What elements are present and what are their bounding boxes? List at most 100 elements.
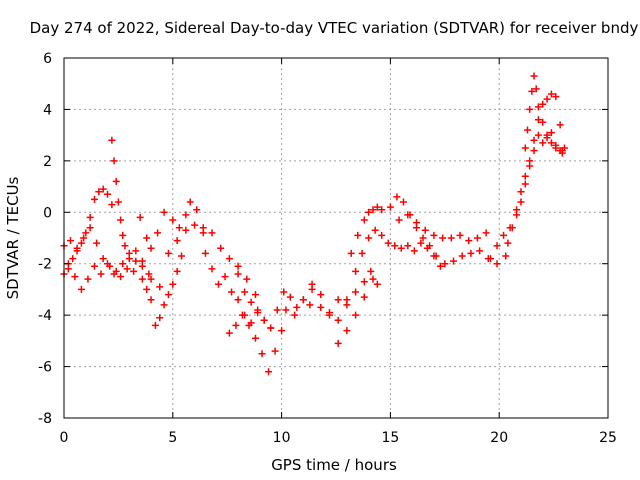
data-point <box>147 296 155 304</box>
data-point <box>343 296 351 304</box>
data-point <box>182 226 190 234</box>
data-point <box>234 270 242 278</box>
data-point <box>534 116 542 124</box>
data-series-satellite-track-11 <box>282 275 377 347</box>
plot-frame <box>63 57 609 419</box>
data-point <box>225 255 233 263</box>
data-point <box>456 231 464 239</box>
y-tick-label: 4 <box>43 102 52 118</box>
data-point <box>493 242 501 250</box>
data-point <box>69 255 77 263</box>
data-point <box>521 180 529 188</box>
data-point <box>543 131 551 139</box>
data-point <box>147 275 155 283</box>
data-point <box>234 296 242 304</box>
data-point <box>90 195 98 203</box>
data-point <box>358 249 366 257</box>
data-point <box>450 257 458 265</box>
data-point <box>71 273 79 281</box>
data-point <box>334 316 342 324</box>
data-point <box>151 321 159 329</box>
data-point <box>73 244 81 252</box>
data-point <box>169 216 177 224</box>
data-point <box>112 177 120 185</box>
data-point <box>251 291 259 299</box>
data-point <box>108 136 116 144</box>
data-point <box>367 267 375 275</box>
data-point <box>156 283 164 291</box>
data-point <box>386 203 394 211</box>
data-series-satellite-track-2 <box>108 136 164 291</box>
data-point <box>532 85 540 93</box>
data-point <box>178 252 186 260</box>
data-point <box>534 103 542 111</box>
data-point <box>117 216 125 224</box>
data-point <box>138 257 146 265</box>
data-series-satellite-track-17 <box>395 211 490 245</box>
data-point <box>391 242 399 250</box>
data-point <box>99 185 107 193</box>
data-point <box>371 226 379 234</box>
data-point <box>90 262 98 270</box>
x-axis-label: GPS time / hours <box>271 456 397 474</box>
data-point <box>334 339 342 347</box>
data-point <box>547 90 555 98</box>
data-point <box>138 275 146 283</box>
data-point <box>410 247 418 255</box>
data-point <box>77 239 85 247</box>
data-point <box>77 285 85 293</box>
data-point <box>308 285 316 293</box>
grid-layer <box>64 58 608 418</box>
data-point <box>458 252 466 260</box>
data-point <box>208 265 216 273</box>
data-point <box>521 144 529 152</box>
y-tick-label: 0 <box>43 205 52 221</box>
data-point <box>293 303 301 311</box>
data-series-satellite-track-5 <box>136 198 207 252</box>
data-point <box>251 334 259 342</box>
data-point <box>119 231 127 239</box>
data-point <box>228 288 236 296</box>
data-point <box>234 262 242 270</box>
data-point <box>282 306 290 314</box>
data-point <box>417 239 425 247</box>
data-point <box>493 260 501 268</box>
data-point <box>265 368 273 376</box>
data-point <box>306 301 314 309</box>
data-point <box>502 252 510 260</box>
data-point <box>201 249 209 257</box>
x-tick-label: 0 <box>60 430 69 446</box>
data-series-satellite-track-14 <box>347 203 386 257</box>
data-point <box>95 188 103 196</box>
data-point <box>447 234 455 242</box>
data-point <box>552 93 560 101</box>
data-point <box>530 136 538 144</box>
data-point <box>271 347 279 355</box>
data-point <box>93 239 101 247</box>
data-point <box>164 249 172 257</box>
axis-layer: 0 5 10 15 20 25 -8 -6 -4 -2 0 2 4 6 <box>38 51 617 446</box>
data-point <box>404 211 412 219</box>
data-point <box>110 270 118 278</box>
data-point <box>123 265 131 273</box>
data-point <box>254 306 262 314</box>
y-tick-label: -4 <box>38 308 52 324</box>
data-point <box>373 203 381 211</box>
data-series-satellite-track-13 <box>334 226 386 324</box>
data-point <box>84 275 92 283</box>
data-point <box>132 247 140 255</box>
data-point <box>365 234 373 242</box>
data-point <box>347 249 355 257</box>
data-point <box>108 201 116 209</box>
data-point <box>473 234 481 242</box>
data-point <box>343 327 351 335</box>
data-point <box>526 157 534 165</box>
data-point <box>439 234 447 242</box>
y-tick-label: -2 <box>38 257 52 273</box>
data-series-satellite-track-6 <box>138 252 186 329</box>
data-point <box>317 291 325 299</box>
data-point <box>119 260 127 268</box>
y-tick-label: 2 <box>43 154 52 170</box>
data-point <box>117 273 125 281</box>
